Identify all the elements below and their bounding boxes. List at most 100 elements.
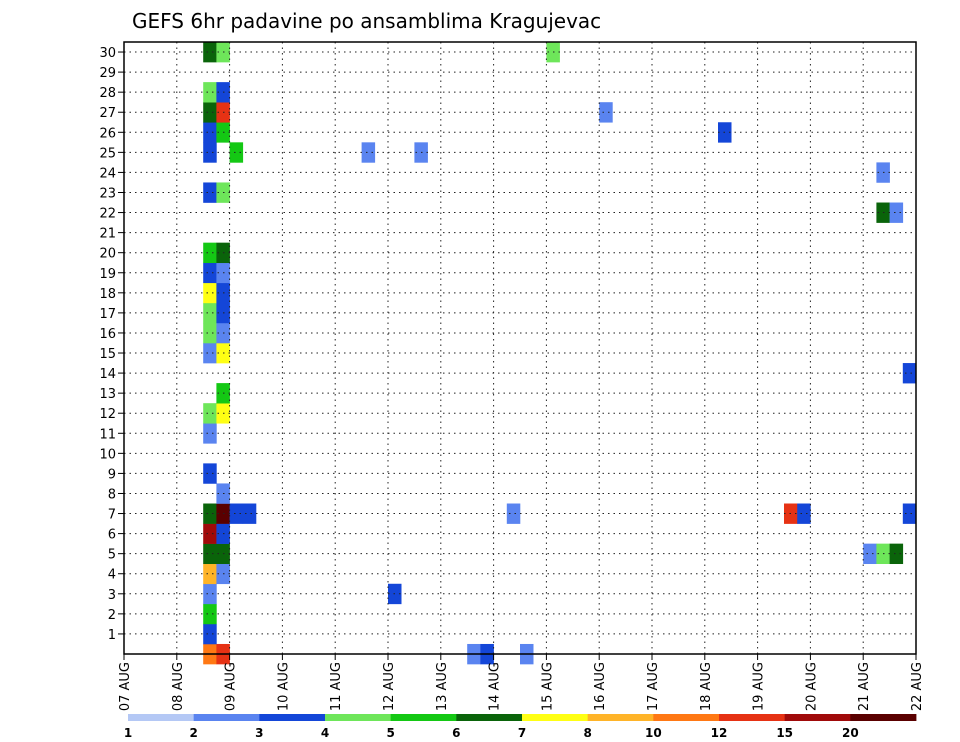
x-tick-label: 13 AUG: [435, 662, 450, 711]
legend-label: 7: [518, 726, 526, 740]
heatmap-cell: [203, 102, 217, 123]
heatmap-cell: [203, 182, 217, 203]
y-tick-label: 28: [99, 86, 116, 101]
plot-frame: [123, 41, 917, 655]
color-legend: 1 2 3 4 5 6 7 8 10 12 15 20: [124, 714, 917, 740]
heatmap-cell: [229, 503, 244, 524]
heatmap-cell: [203, 82, 217, 103]
y-tick-label: 29: [99, 66, 116, 81]
chart-title: GEFS 6hr padavine po ansamblima Kragujev…: [132, 9, 601, 33]
legend-label: 8: [583, 726, 591, 740]
legend-label: 4: [321, 726, 329, 740]
legend-label: 10: [645, 726, 662, 740]
legend-swatch: [390, 714, 457, 721]
x-tick-label: 19 AUG: [752, 662, 767, 711]
x-tick-label: 16 AUG: [593, 662, 608, 711]
x-tick-label: 12 AUG: [382, 662, 397, 711]
y-tick-label: 8: [108, 487, 116, 502]
x-tick-label: 14 AUG: [488, 662, 503, 711]
y-tick-label: 11: [99, 427, 116, 442]
heatmap-cell: [203, 583, 217, 605]
legend-swatch: [325, 714, 392, 721]
legend-label: 20: [842, 726, 859, 740]
heatmap-cell: [203, 262, 217, 284]
heatmap-cell: [203, 403, 217, 424]
y-tick-label: 9: [108, 467, 116, 482]
y-tick-label: 26: [99, 126, 116, 141]
y-tick-label: 17: [99, 307, 116, 322]
y-tick-label: 23: [99, 186, 116, 201]
legend-swatch: [719, 714, 786, 721]
legend-swatch: [784, 714, 851, 721]
y-tick-label: 5: [108, 548, 116, 563]
heatmap-cell: [797, 503, 811, 524]
heatmap-cell: [203, 142, 217, 163]
heatmap-cell: [203, 503, 217, 524]
heatmap-cell: [203, 42, 217, 63]
x-tick-label: 08 AUG: [171, 662, 186, 711]
heatmap-cell: [361, 142, 376, 163]
y-tick-label: 1: [108, 628, 116, 643]
heatmap-cell: [203, 563, 217, 585]
heatmap-cell: [506, 503, 521, 524]
legend-swatch: [128, 714, 195, 721]
legend-swatch: [653, 714, 720, 721]
heatmap-cell: [203, 423, 217, 444]
heatmap-cell: [229, 142, 244, 163]
y-tick-label: 10: [99, 447, 116, 462]
y-tick-label: 6: [108, 528, 116, 543]
x-tick-label: 15 AUG: [540, 662, 555, 711]
grid-lines: [124, 42, 916, 654]
heatmap-cell: [203, 463, 217, 484]
y-tick-label: 15: [99, 347, 116, 362]
heatmap-cell: [902, 503, 917, 524]
legend-swatch: [259, 714, 326, 721]
y-axis-ticks: 1234567891011121314151617181920212223242…: [99, 46, 124, 643]
y-tick-label: 25: [99, 146, 116, 161]
y-tick-label: 21: [99, 227, 116, 242]
y-tick-label: 2: [108, 608, 116, 623]
x-tick-label: 22 AUG: [910, 662, 925, 711]
heatmap-cell: [203, 322, 217, 344]
x-tick-label: 17 AUG: [646, 662, 661, 711]
y-tick-label: 24: [99, 166, 116, 181]
legend-label: 15: [776, 726, 793, 740]
x-tick-label: 07 AUG: [118, 662, 133, 711]
y-tick-label: 30: [99, 46, 116, 61]
y-tick-label: 3: [108, 588, 116, 603]
heatmap-cell: [203, 523, 217, 544]
heatmap-cell: [889, 543, 904, 565]
heatmap-cell: [242, 503, 257, 524]
x-axis-ticks: 07 AUG 08 AUG 09 AUG 10 AUG 11 AUG 12 AUG 13 A…: [118, 654, 925, 711]
x-tick-label: 21 AUG: [857, 662, 872, 711]
heatmap-cell: [203, 302, 217, 324]
legend-label: 1: [124, 726, 132, 740]
legend-label: 12: [711, 726, 728, 740]
heatmap-cell: [203, 122, 217, 143]
legend-label: 2: [189, 726, 197, 740]
x-tick-label: 20 AUG: [804, 662, 819, 711]
heatmap-cell: [203, 623, 217, 645]
heatmap-cell: [203, 603, 217, 625]
heatmap-cell: [889, 202, 904, 223]
x-tick-label: 10 AUG: [276, 662, 291, 711]
y-tick-label: 14: [99, 367, 116, 382]
heatmap-cell: [203, 543, 217, 565]
heatmap-cell: [203, 242, 217, 264]
legend-label: 5: [386, 726, 394, 740]
y-tick-label: 20: [99, 247, 116, 262]
legend-swatch: [587, 714, 654, 721]
x-tick-label: 11 AUG: [329, 662, 344, 711]
y-tick-label: 12: [99, 407, 116, 422]
x-tick-label: 18 AUG: [699, 662, 714, 711]
heatmap-cell: [203, 282, 217, 304]
y-tick-label: 22: [99, 207, 116, 222]
y-tick-label: 19: [99, 267, 116, 282]
heatmap-cell: [902, 363, 917, 384]
legend-swatch: [522, 714, 589, 721]
y-tick-label: 7: [108, 508, 116, 523]
legend-label: 3: [255, 726, 263, 740]
heatmap-cell: [203, 342, 217, 364]
legend-swatch: [456, 714, 523, 721]
